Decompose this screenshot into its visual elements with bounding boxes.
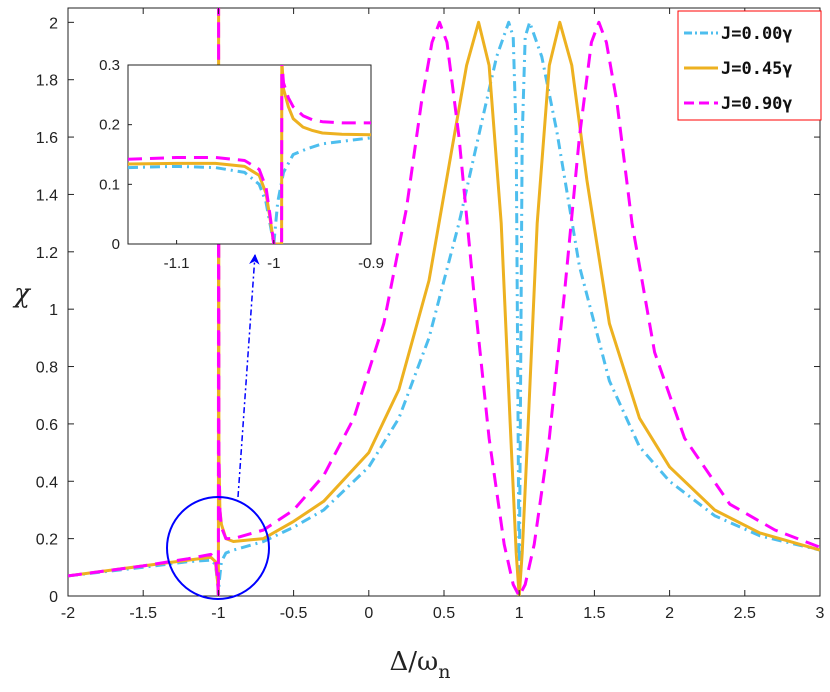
- inset-series-line-j-0-00: [128, 136, 371, 244]
- series-line-j-0-45: [68, 8, 820, 596]
- inset-series-line-j-0-90: [128, 65, 371, 244]
- x-tick-label: 2: [665, 605, 674, 622]
- y-tick-label: 1.2: [36, 245, 58, 262]
- y-tick-label: 0: [49, 589, 58, 606]
- x-tick-label: -1: [211, 605, 225, 622]
- y-tick-label: 1.4: [36, 187, 58, 204]
- x-axis-label: Δ/ωn: [390, 647, 451, 683]
- main-ticks: -2 -1.5 -1 -0.5 0 0.5 1 1.5 2 2.5 3 0 0.2 0.4 0.6 0.8 1 1…: [36, 8, 825, 622]
- x-tick-label: -2: [61, 605, 75, 622]
- x-tick-label: 0: [364, 605, 373, 622]
- inset-series-lines: [128, 65, 371, 244]
- legend-label-j-0-45: J=0.45γ: [721, 59, 793, 79]
- inset-plot-area: [127, 64, 372, 245]
- inset-y-tick-label: 0.3: [99, 57, 120, 74]
- x-tick-label: 1: [515, 605, 524, 622]
- inset-x-tick-label: -1.1: [164, 255, 190, 272]
- y-tick-label: 0.6: [36, 417, 58, 434]
- y-axis-label: χ: [12, 279, 32, 309]
- inset: -1.1 -1 -0.9 0 0.1 0.2 0.3: [99, 57, 384, 272]
- x-tick-label: 1.5: [583, 605, 605, 622]
- x-tick-label: 0.5: [433, 605, 455, 622]
- legend: J=0.00γ J=0.45γ J=0.90γ: [677, 10, 822, 121]
- y-tick-label: 1.6: [36, 130, 58, 147]
- highlight-circle: [166, 496, 270, 600]
- y-tick-label: 0.2: [36, 532, 58, 549]
- x-tick-label: -0.5: [280, 605, 308, 622]
- inset-x-tick-label: -1: [267, 255, 280, 272]
- x-tick-label: -1.5: [129, 605, 157, 622]
- x-axis-label-subscript: n: [438, 661, 450, 683]
- inset-ticks: -1.1 -1 -0.9 0 0.1 0.2 0.3: [99, 57, 384, 272]
- x-tick-label: 3: [816, 605, 825, 622]
- inset-y-tick-label: 0: [112, 236, 120, 253]
- y-tick-label: 1.8: [36, 73, 58, 90]
- inset-y-tick-label: 0.1: [99, 176, 120, 193]
- legend-label-j-0-00: J=0.00γ: [721, 24, 793, 44]
- y-tick-label: 0.8: [36, 360, 58, 377]
- y-tick-label: 1: [49, 302, 58, 319]
- inset-y-tick-label: 0.2: [99, 117, 120, 134]
- x-tick-label: 2.5: [734, 605, 756, 622]
- inset-x-tick-label: -0.9: [358, 255, 384, 272]
- inset-series-line-j-0-45: [128, 65, 371, 244]
- y-tick-label: 0.4: [36, 474, 58, 491]
- legend-label-j-0-90: J=0.90γ: [721, 94, 793, 114]
- y-tick-label: 2: [49, 15, 58, 32]
- annotation-arrow: [237, 253, 260, 498]
